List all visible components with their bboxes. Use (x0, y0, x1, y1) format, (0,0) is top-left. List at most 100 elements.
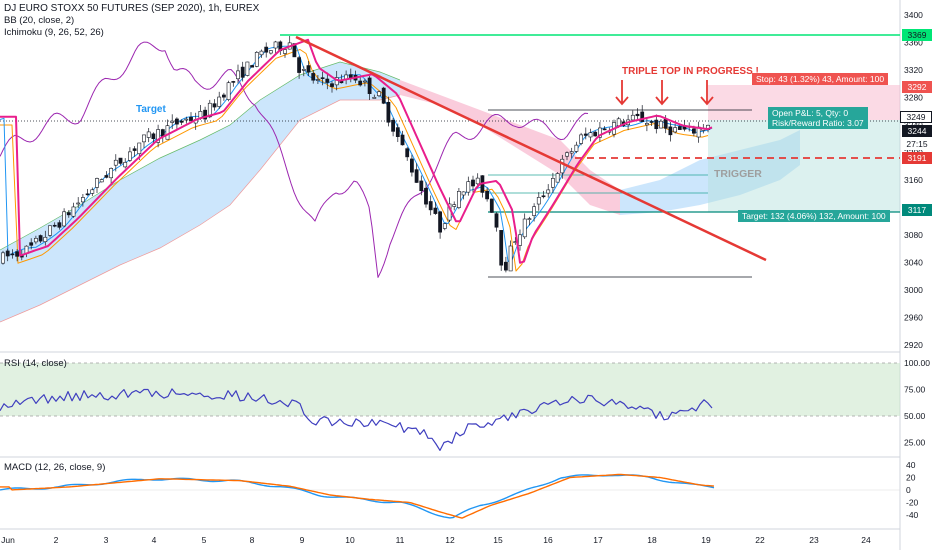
candle-body (330, 83, 334, 87)
candle-body (320, 77, 325, 79)
trigger-label: TRIGGER (714, 168, 762, 180)
candle-body (372, 97, 377, 99)
ichimoku-legend[interactable]: Ichimoku (9, 26, 52, 26) (4, 27, 104, 38)
candle-body (184, 118, 189, 121)
candle-body (306, 65, 311, 73)
candle-body (579, 134, 584, 144)
time-tick-label: 8 (250, 535, 255, 545)
candle-body (668, 126, 673, 136)
candle-body (522, 218, 527, 238)
candle-body (409, 158, 414, 173)
candle-body (654, 119, 659, 130)
candle-body (461, 191, 466, 196)
macd-tick-label: -20 (906, 498, 919, 508)
candle-body (395, 127, 400, 137)
macd-axis[interactable]: 40 20 0 -20 -40 (906, 460, 919, 520)
candle-body (231, 81, 236, 83)
rsi-tick-label: 75.00 (904, 385, 926, 395)
downtrend-line[interactable] (295, 35, 767, 262)
candle-body (179, 120, 184, 123)
price-tick-label: 2960 (904, 313, 923, 323)
candle-body (588, 132, 593, 138)
candle-body (433, 207, 438, 214)
candle-body (254, 52, 259, 67)
ichimoku-cloud (0, 61, 800, 323)
candle-body (189, 116, 193, 121)
current-price-tag: 3244 (902, 125, 932, 137)
time-tick-label: 15 (493, 535, 503, 545)
stop-price-tag: 3292 (902, 81, 932, 93)
macd-tick-label: -40 (906, 510, 919, 520)
candle-body (175, 118, 179, 125)
time-axis[interactable]: Jun 2 3 4 5 8 9 10 11 12 15 16 17 18 19 22 23 24 (1, 535, 871, 545)
candle-body (597, 127, 602, 138)
candle-body (565, 152, 569, 157)
price-tick-label: 3000 (904, 285, 923, 295)
candle-body (518, 234, 522, 246)
symbol-title[interactable]: DJ EURO STOXX 50 FUTURES (SEP 2020), 1h,… (4, 3, 260, 14)
candle-body (499, 230, 504, 266)
last-price-tag: 3249 (900, 111, 932, 123)
candle-body (212, 103, 217, 108)
candle-body (663, 118, 668, 129)
candle-body (550, 178, 555, 188)
candle-body (156, 129, 161, 143)
rsi-legend[interactable]: RSI (14, close) (4, 358, 67, 369)
candle-body (203, 109, 208, 120)
rsi-axis[interactable]: 100.00 75.00 50.00 25.00 (904, 358, 930, 448)
price-tick-label: 3040 (904, 258, 923, 268)
candle-body (438, 211, 443, 233)
candle-body (226, 82, 231, 100)
candle-body (677, 126, 682, 130)
candle-body (485, 190, 490, 200)
macd-legend[interactable]: MACD (12, 26, close, 9) (4, 462, 106, 473)
candle-body (71, 206, 76, 217)
trigger-price-tag: 3191 (902, 152, 932, 164)
macd-tick-label: 40 (906, 460, 916, 470)
candle-body (113, 159, 118, 166)
candle-body (38, 235, 43, 242)
target-price-tag: 3117 (902, 204, 932, 216)
stop-info-box[interactable]: Stop: 43 (1.32%) 43, Amount: 100 (752, 73, 889, 85)
target-info-box[interactable]: Target: 132 (4.06%) 132, Amount: 100 (738, 210, 890, 222)
time-tick-label: 17 (593, 535, 603, 545)
rsi-band (0, 363, 900, 416)
candle-body (489, 198, 494, 213)
candle-body (151, 133, 156, 140)
price-tick-label: 3400 (904, 10, 923, 20)
main-legend: DJ EURO STOXX 50 FUTURES (SEP 2020), 1h,… (4, 3, 259, 39)
candle-body (536, 197, 541, 205)
candle-body (10, 253, 15, 256)
rsi-tick-label: 25.00 (904, 438, 926, 448)
price-axis[interactable]: 3400336033203280324032003160312030803040… (904, 10, 923, 350)
candle-body (541, 195, 546, 198)
candle-body (146, 131, 151, 138)
candle-body (90, 189, 95, 194)
candle-body (118, 157, 123, 164)
candle-body (160, 129, 165, 137)
arrow-down-icon (700, 80, 714, 106)
candle-body (424, 187, 428, 205)
candle-body (574, 144, 579, 152)
pnl-info-box[interactable]: Open P&L: 5, Qty: 0 Risk/Reward Ratio: 3… (768, 107, 868, 129)
candle-body (292, 43, 297, 58)
candle-body (644, 123, 649, 126)
candle-body (494, 213, 499, 228)
bb-legend[interactable]: BB (20, close, 2) (4, 15, 75, 26)
candle-body (386, 101, 391, 123)
time-tick-label: 3 (104, 535, 109, 545)
candle-body (95, 178, 99, 188)
candle-body (508, 245, 513, 272)
candle-body (532, 206, 537, 216)
chikou-span (0, 41, 589, 278)
time-tick-label: 9 (300, 535, 305, 545)
candle-body (48, 225, 52, 236)
candle-body (66, 212, 71, 216)
price-tick-label: 3360 (904, 38, 923, 48)
candle-body (245, 61, 250, 76)
candle-body (419, 180, 424, 192)
candle-body (367, 77, 372, 94)
time-tick-label: 10 (345, 535, 355, 545)
candle-body (15, 251, 20, 257)
